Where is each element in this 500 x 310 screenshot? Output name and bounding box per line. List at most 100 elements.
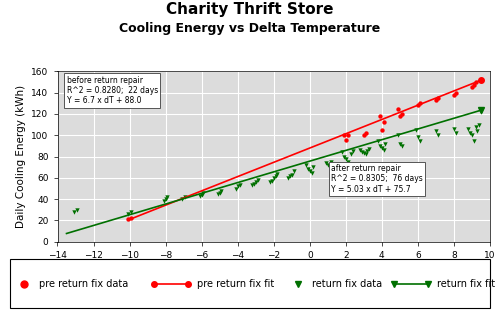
Point — [376, 144, 384, 148]
Point — [284, 175, 292, 180]
Point — [340, 154, 348, 159]
Point — [477, 109, 485, 114]
Point — [466, 131, 474, 135]
Point — [274, 171, 281, 176]
Point — [360, 151, 368, 156]
Point — [164, 195, 172, 200]
Point — [347, 152, 355, 157]
Point — [452, 131, 460, 135]
Point — [344, 133, 351, 138]
Point — [394, 106, 402, 111]
Point — [288, 172, 296, 177]
Point — [328, 159, 336, 164]
Point — [362, 152, 370, 157]
Text: Charity Thrift Store: Charity Thrift Store — [166, 2, 334, 16]
Point — [70, 210, 78, 215]
FancyBboxPatch shape — [10, 259, 490, 308]
Point — [434, 133, 442, 138]
Text: Cooling Energy vs Delta Temperature: Cooling Energy vs Delta Temperature — [120, 22, 380, 35]
Point — [398, 112, 406, 117]
Point — [250, 182, 258, 187]
Text: pre return fix fit: pre return fix fit — [197, 279, 274, 289]
Point — [358, 150, 366, 155]
Point — [414, 135, 422, 140]
Point — [450, 126, 458, 131]
Point — [382, 141, 390, 146]
Point — [378, 127, 386, 132]
Text: return fix fit: return fix fit — [437, 279, 496, 289]
Point — [380, 148, 388, 153]
Point — [396, 141, 404, 146]
Point — [464, 126, 472, 131]
Point — [340, 133, 348, 138]
Point — [254, 178, 262, 183]
Point — [182, 195, 190, 200]
Text: pre return fix data: pre return fix data — [39, 279, 128, 289]
Point — [322, 161, 330, 166]
Point — [432, 98, 440, 103]
Point — [160, 199, 168, 204]
Point — [306, 169, 314, 174]
Point — [326, 165, 334, 170]
Point — [349, 149, 357, 154]
Point — [366, 147, 374, 152]
Point — [398, 144, 406, 148]
Y-axis label: Daily Cooling Energy (kWh): Daily Cooling Energy (kWh) — [16, 85, 26, 228]
Point — [302, 162, 310, 167]
Point — [380, 120, 388, 125]
Point — [376, 113, 384, 118]
Point — [252, 180, 260, 185]
Point — [360, 133, 368, 138]
Point — [268, 179, 276, 184]
Point — [362, 131, 370, 135]
Point — [396, 113, 404, 118]
Point — [310, 165, 318, 170]
Point — [236, 183, 244, 188]
Point — [468, 133, 476, 138]
Point — [128, 216, 136, 221]
Point — [198, 193, 205, 197]
Point — [378, 145, 386, 150]
Point — [196, 193, 204, 198]
Point — [412, 127, 420, 132]
Point — [472, 79, 480, 84]
Point — [470, 138, 478, 143]
Point — [218, 188, 226, 193]
Point — [162, 197, 170, 202]
Point — [434, 95, 442, 100]
Point — [324, 162, 332, 167]
Point — [234, 184, 241, 189]
Point — [178, 197, 186, 202]
Point — [394, 133, 402, 138]
Point — [342, 156, 350, 161]
Text: after return repair
R^2 = 0.8305;  76 days
Y = 5.03 x dT + 75.7: after return repair R^2 = 0.8305; 76 day… — [332, 164, 423, 194]
Point — [450, 92, 458, 97]
Text: before return repair
R^2 = 0.8280;  22 days
Y = 6.7 x dT + 88.0: before return repair R^2 = 0.8280; 22 da… — [66, 76, 158, 105]
Point — [124, 217, 132, 222]
Point — [232, 186, 240, 191]
Point — [470, 83, 478, 88]
Point — [416, 101, 424, 106]
Point — [304, 167, 312, 172]
Point — [474, 128, 482, 133]
Point — [286, 173, 294, 178]
Point — [248, 183, 256, 188]
Point — [214, 191, 222, 196]
Point — [342, 137, 350, 142]
Point — [374, 138, 382, 143]
Point — [472, 124, 480, 129]
X-axis label: Temperature Difference (out-in deg.F): Temperature Difference (out-in deg.F) — [175, 265, 372, 275]
Point — [356, 148, 364, 153]
Point — [468, 85, 476, 90]
Text: return fix data: return fix data — [312, 279, 382, 289]
Point — [74, 207, 82, 212]
Point — [266, 180, 274, 185]
Point — [216, 190, 224, 195]
Point — [364, 149, 372, 154]
Point — [308, 170, 316, 175]
Point — [200, 190, 207, 195]
Point — [124, 212, 132, 217]
Point — [452, 90, 460, 95]
Point — [338, 150, 346, 155]
Point — [270, 175, 278, 180]
